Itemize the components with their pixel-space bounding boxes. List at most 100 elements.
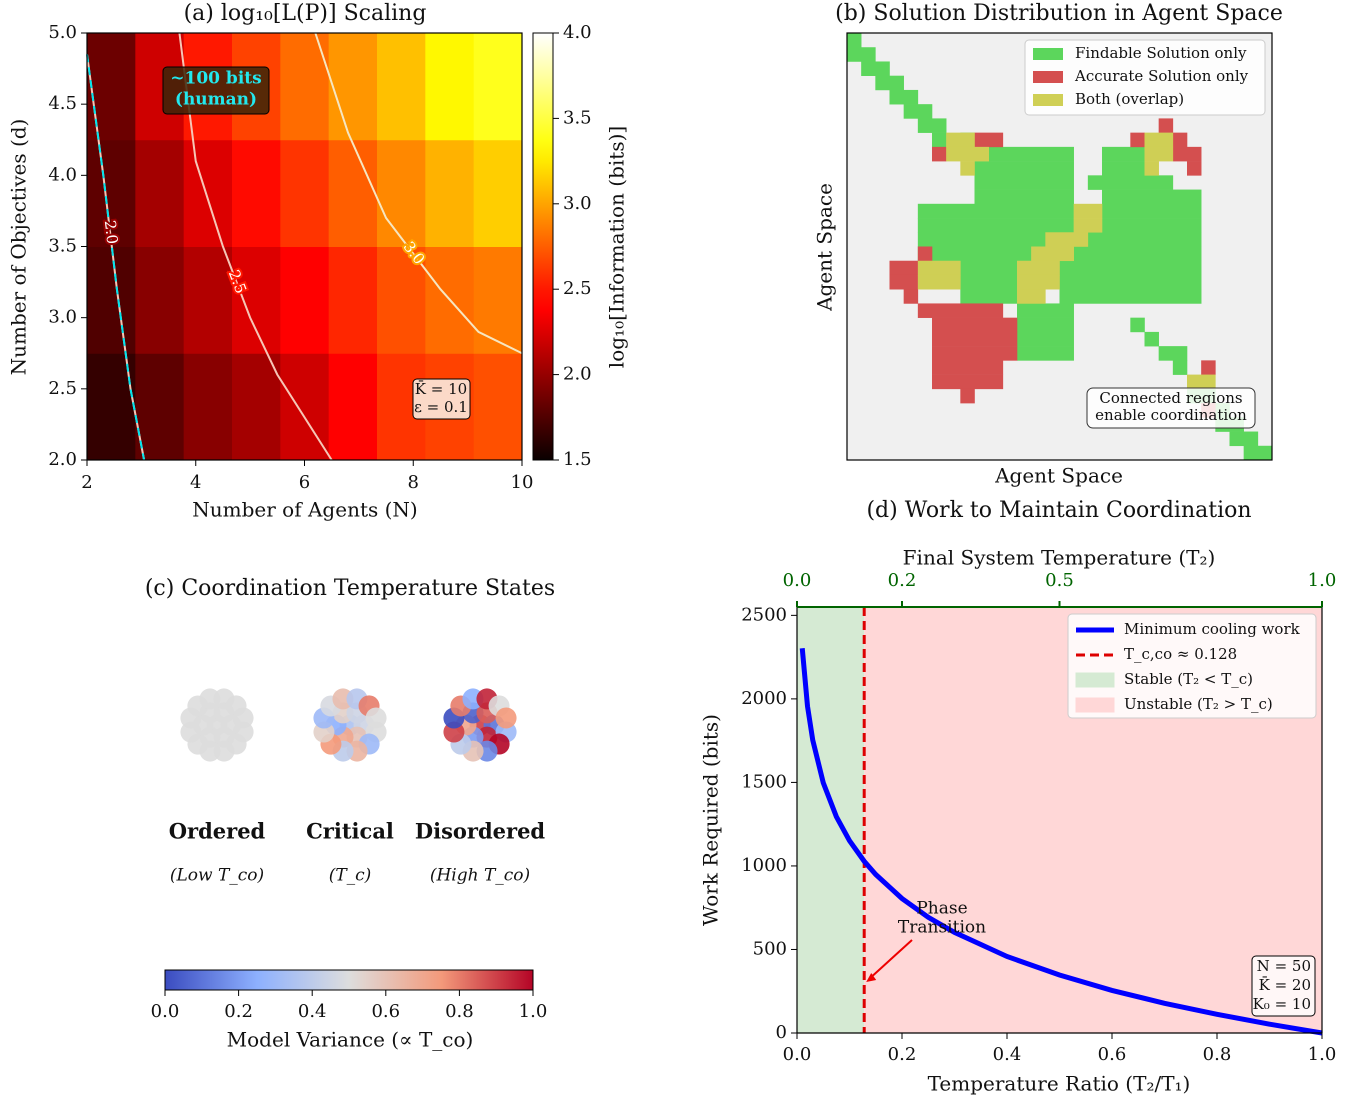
x-tick-label: 0.2 bbox=[888, 1044, 917, 1065]
annotation: ~100 bits bbox=[170, 69, 261, 89]
solution-cell bbox=[932, 317, 1018, 333]
solution-cell bbox=[889, 89, 919, 105]
annotation: Transition bbox=[898, 918, 986, 938]
work-curve bbox=[799, 648, 1323, 1036]
x-tick-label: 0.0 bbox=[783, 1044, 812, 1065]
solution-cell bbox=[861, 61, 890, 76]
params-box bbox=[412, 378, 471, 420]
annotation: Phase bbox=[916, 899, 967, 919]
solution-cell bbox=[1073, 218, 1103, 233]
annotation-arrowhead bbox=[866, 973, 877, 982]
heat-cell bbox=[377, 246, 426, 354]
state-subtitle: (T_c) bbox=[329, 866, 372, 886]
solution-cell bbox=[847, 33, 862, 48]
solution-cell bbox=[1017, 274, 1060, 290]
state-name: Disordered bbox=[415, 819, 546, 844]
legend-label: T_c,co ≈ 0.128 bbox=[1124, 645, 1237, 663]
solution-cell bbox=[917, 246, 1032, 262]
annotation: enable coordination bbox=[1095, 406, 1247, 424]
solution-cell bbox=[889, 260, 919, 276]
solution-cell bbox=[974, 175, 1074, 190]
solution-cell bbox=[1130, 132, 1145, 148]
solution-cell bbox=[932, 374, 1004, 390]
solution-cell bbox=[1045, 232, 1089, 247]
solution-cell bbox=[1073, 246, 1202, 262]
heat-cell bbox=[280, 33, 330, 141]
y-tick-label: 2000 bbox=[741, 688, 787, 709]
heat-cell bbox=[377, 139, 426, 247]
solution-cell bbox=[917, 203, 1074, 219]
panel-title: (b) Solution Distribution in Agent Space bbox=[835, 1, 1283, 26]
x-tick-label: 1.0 bbox=[1308, 1044, 1337, 1065]
heat-cell bbox=[280, 139, 330, 247]
x2-tick-label: 1.0 bbox=[1308, 570, 1337, 591]
heat-cell bbox=[328, 139, 378, 247]
solution-cell bbox=[1102, 203, 1202, 219]
solution-cell bbox=[889, 274, 919, 290]
solution-cell bbox=[1102, 189, 1202, 205]
solution-cell bbox=[1158, 346, 1188, 361]
colorbar-tick-label: 1.0 bbox=[519, 1001, 548, 1022]
panel-title: (d) Work to Maintain Coordination bbox=[866, 498, 1251, 523]
x-tick-label: 2 bbox=[81, 472, 92, 493]
colorbar-label: log₁₀[Information (bits)] bbox=[605, 126, 629, 368]
solution-cell bbox=[917, 274, 961, 290]
solution-cell bbox=[1017, 260, 1060, 276]
legend-box bbox=[1067, 613, 1317, 719]
solution-cell bbox=[960, 260, 1018, 276]
y-tick-label: 1000 bbox=[741, 855, 787, 876]
heat-cell bbox=[280, 246, 330, 354]
state-subtitle: (Low T_co) bbox=[170, 866, 264, 886]
heat-cell bbox=[425, 139, 475, 247]
heat-cell bbox=[232, 353, 281, 461]
solution-cell bbox=[946, 146, 989, 162]
y-tick-label: 4.0 bbox=[48, 164, 77, 185]
contour-line bbox=[178, 32, 333, 461]
solution-cell bbox=[1031, 246, 1074, 262]
x-tick-label: 10 bbox=[511, 472, 534, 493]
param: N = 50 bbox=[1257, 957, 1311, 975]
solution-cell bbox=[1073, 203, 1103, 219]
solution-cell bbox=[932, 331, 1018, 347]
solution-cell bbox=[1144, 146, 1174, 162]
solution-cell bbox=[1201, 360, 1216, 375]
heat-cell bbox=[183, 246, 233, 354]
agent-particle bbox=[232, 707, 254, 729]
x-axis-label: Number of Agents (N) bbox=[192, 498, 417, 522]
colorbar-tick-label: 0.2 bbox=[224, 1001, 253, 1022]
solution-cell bbox=[1017, 331, 1074, 347]
state-name: Critical bbox=[306, 819, 394, 844]
x2-tick-label: 0.5 bbox=[1045, 570, 1074, 591]
solution-cell bbox=[960, 388, 975, 404]
solution-cell bbox=[974, 161, 1074, 176]
solution-cell bbox=[960, 289, 1018, 304]
solution-cell bbox=[917, 260, 961, 276]
solution-cell bbox=[1187, 161, 1202, 176]
solution-cell bbox=[1017, 303, 1074, 318]
heat-cell bbox=[328, 33, 378, 141]
state-subtitle: (High T_co) bbox=[430, 866, 530, 886]
solution-cell bbox=[1144, 161, 1159, 176]
colorbar-tick-label: 2.5 bbox=[563, 278, 592, 299]
heat-cell bbox=[87, 246, 136, 354]
solution-cell bbox=[847, 47, 876, 62]
y-tick-label: 5.0 bbox=[48, 22, 77, 43]
colorbar-tick-label: 3.0 bbox=[563, 193, 592, 214]
annotation-arrow bbox=[869, 939, 913, 979]
solution-cell bbox=[1017, 289, 1046, 304]
agent-particle bbox=[495, 707, 517, 729]
y-tick-label: 500 bbox=[753, 938, 787, 959]
y-axis-label: Agent Space bbox=[813, 183, 837, 312]
solution-cell bbox=[917, 303, 1004, 318]
x-axis-label: Agent Space bbox=[994, 464, 1123, 488]
colorbar-tick-label: 0.0 bbox=[151, 1001, 180, 1022]
x-tick-label: 0.8 bbox=[1203, 1044, 1232, 1065]
param: K̄ = 20 bbox=[1259, 976, 1311, 994]
heat-cell bbox=[328, 353, 378, 461]
solution-cell bbox=[1243, 445, 1273, 461]
state-name: Ordered bbox=[169, 819, 266, 844]
x2-tick-label: 0.2 bbox=[888, 570, 917, 591]
colorbar bbox=[164, 969, 534, 991]
param: K̄ = 10 bbox=[415, 380, 467, 398]
legend-label: Accurate Solution only bbox=[1074, 67, 1249, 85]
